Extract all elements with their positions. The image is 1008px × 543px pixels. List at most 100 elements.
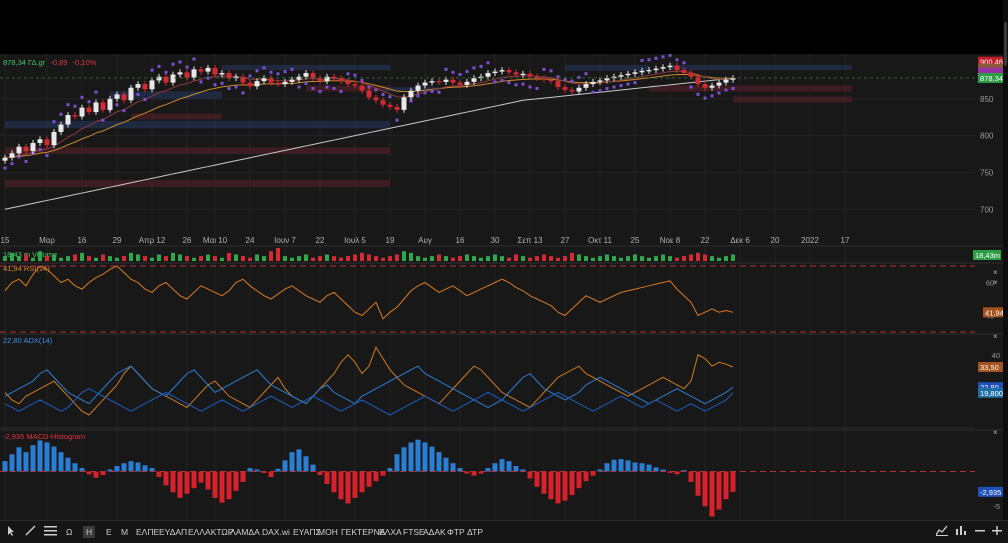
toolbar-item-4[interactable]: ΕΛΠΕ [136, 527, 160, 537]
toolbar-item-14[interactable]: ΑΔΑΚ [423, 527, 446, 537]
toolbar-item-15[interactable]: ΦΤΡ [447, 527, 465, 537]
price-tick-label: 800 [980, 132, 994, 141]
candle-body [625, 73, 631, 76]
chart-canvas[interactable]: 878,34 ΓΔ.gr -0,89 -0,10% 850 800 750 700 9… [0, 54, 1003, 520]
volume-bar [206, 254, 210, 261]
volume-bar [465, 254, 469, 261]
macd-bar [555, 471, 561, 504]
candle-body [366, 90, 372, 98]
toolbar-item-5[interactable]: ΕΥΔΑΠ [159, 527, 188, 537]
macd-panel: -2,935 MACD-Histogram -5 -2,935 [0, 432, 1003, 517]
toolbar-item-3[interactable]: M [121, 527, 129, 537]
sar-dot [87, 100, 91, 104]
volume-bar [346, 256, 350, 261]
list-icon[interactable] [44, 525, 57, 539]
candle-body [359, 85, 365, 91]
volume-bar [619, 257, 623, 261]
pointer-icon[interactable] [6, 525, 16, 539]
sar-dot [311, 87, 315, 91]
macd-bar [289, 452, 295, 472]
zone-rect [5, 147, 390, 155]
toolbar-item-8[interactable]: DAX.wi [262, 527, 290, 537]
macd-bar [240, 471, 246, 482]
volume-bar [115, 257, 119, 261]
volume-bar [381, 257, 385, 261]
toolbar-item-7[interactable]: ΛΑΜΔΑ [230, 527, 260, 537]
macd-bar [702, 471, 708, 507]
candle-body [268, 78, 274, 83]
zone-rect [222, 64, 390, 71]
sar-dot [241, 91, 245, 95]
macd-bar [667, 471, 673, 473]
sar-dot [507, 81, 511, 85]
price-panel: 878,34 ΓΔ.gr -0,89 -0,10% 850 800 750 700 9… [0, 54, 1003, 214]
volume-bar [360, 252, 364, 261]
volume-bar [430, 256, 434, 261]
volume-bar [10, 252, 14, 261]
close-icon[interactable]: × [993, 268, 998, 277]
candle-body [457, 82, 463, 85]
candle-body [177, 72, 183, 75]
sar-dot [682, 61, 686, 65]
draw-line-icon[interactable] [25, 525, 36, 539]
vertical-scrollbar[interactable] [1003, 0, 1008, 542]
sar-dot [430, 89, 434, 93]
line-chart-icon[interactable] [935, 525, 948, 539]
close-icon[interactable]: × [993, 278, 998, 287]
price-tag-label: 900,46 [980, 58, 1003, 67]
macd-bar [149, 468, 155, 472]
toolbar-item-13[interactable]: FTSE [403, 527, 425, 537]
candle-body [303, 73, 309, 77]
toolbar-item-0[interactable]: Ω [66, 527, 73, 537]
time-tick-label: Μαρ [39, 236, 55, 245]
toolbar-item-9[interactable]: ΕΥΑΠΣ [293, 527, 321, 537]
toolbar-item-1[interactable]: H [83, 526, 96, 538]
toolbar-item-11[interactable]: ΓΕΚΤΕΡΝΑ [341, 527, 386, 537]
macd-bar [618, 459, 624, 472]
toolbar-item-2[interactable]: E [106, 527, 112, 537]
candle-body [72, 115, 78, 117]
close-icon[interactable]: × [993, 332, 998, 341]
macd-histogram-bars [2, 439, 736, 517]
macd-bar [597, 469, 603, 472]
candle-body [548, 79, 554, 82]
adx-tick-label: 40 [992, 351, 1000, 360]
adx-polyline [4, 388, 734, 416]
volume-bar [80, 252, 84, 261]
close-icon[interactable]: × [993, 428, 998, 437]
macd-bar [548, 471, 554, 500]
macd-bar [534, 471, 540, 487]
toolbar-item-6[interactable]: ΕΛΛΑΚΤΩΡ [188, 527, 234, 537]
toolbar-item-10[interactable]: ΜΟΗ [318, 527, 338, 537]
candle-body [107, 98, 113, 110]
scrollbar-thumb[interactable] [1004, 22, 1007, 66]
rsi-polyline [4, 265, 734, 320]
candle-body [730, 78, 736, 80]
candle-body [254, 81, 260, 87]
candle-body [443, 79, 449, 82]
volume-bar [353, 254, 357, 261]
macd-bar [506, 461, 512, 472]
volume-bar [556, 257, 560, 261]
minus-icon[interactable] [975, 525, 985, 539]
adx-tag: 22,80 [980, 383, 999, 392]
toolbar-item-12[interactable]: ΕΛΧΑ [379, 527, 402, 537]
rsi-label: 41,94 RSI(14) [3, 264, 50, 273]
macd-bar [282, 460, 288, 472]
candle-body [240, 76, 246, 83]
toolbar-item-16[interactable]: ΔΤΡ [467, 527, 484, 537]
sar-dot [479, 64, 483, 68]
volume-bar [73, 254, 77, 261]
candle-body [142, 84, 148, 90]
volume-bar [66, 256, 70, 261]
macd-bar [163, 471, 169, 486]
bar-chart-icon[interactable] [955, 525, 967, 539]
plus-icon[interactable] [992, 525, 1002, 539]
candle-body [562, 87, 568, 90]
candle-body [401, 97, 407, 110]
sar-dot [500, 78, 504, 82]
candle-body [2, 157, 8, 161]
sar-dot [444, 67, 448, 71]
candle-body [331, 76, 337, 79]
candle-body [324, 76, 330, 82]
